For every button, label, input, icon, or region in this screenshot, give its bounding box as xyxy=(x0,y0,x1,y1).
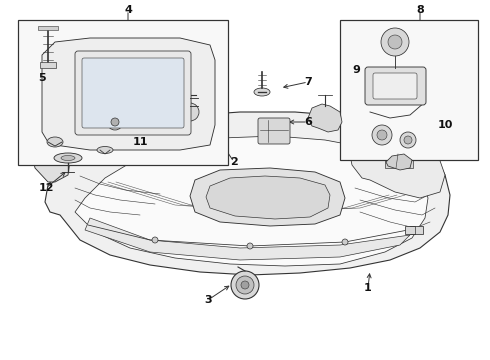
Text: 4: 4 xyxy=(124,5,132,15)
Bar xyxy=(385,154,413,168)
Circle shape xyxy=(247,243,253,249)
Circle shape xyxy=(107,114,123,130)
Bar xyxy=(40,62,56,68)
FancyBboxPatch shape xyxy=(258,118,290,144)
Polygon shape xyxy=(190,168,345,226)
Text: 1: 1 xyxy=(364,283,372,293)
Ellipse shape xyxy=(254,88,270,96)
Circle shape xyxy=(342,239,348,245)
Polygon shape xyxy=(386,154,412,170)
Circle shape xyxy=(388,35,402,49)
Polygon shape xyxy=(348,130,445,198)
Ellipse shape xyxy=(47,137,63,147)
Text: 11: 11 xyxy=(132,137,148,147)
Bar xyxy=(38,26,58,30)
Ellipse shape xyxy=(54,153,82,163)
Polygon shape xyxy=(308,104,342,132)
Text: 8: 8 xyxy=(416,5,424,15)
Circle shape xyxy=(181,103,199,121)
Polygon shape xyxy=(45,112,450,275)
FancyBboxPatch shape xyxy=(105,100,125,124)
Ellipse shape xyxy=(97,147,113,153)
Text: 7: 7 xyxy=(304,77,312,87)
Ellipse shape xyxy=(61,156,75,161)
Text: 3: 3 xyxy=(204,295,212,305)
FancyBboxPatch shape xyxy=(82,58,184,128)
Polygon shape xyxy=(42,38,215,150)
Ellipse shape xyxy=(99,97,131,107)
Polygon shape xyxy=(85,218,410,260)
Bar xyxy=(340,20,478,160)
Circle shape xyxy=(381,28,409,56)
Circle shape xyxy=(111,118,119,126)
Bar xyxy=(405,226,423,234)
Text: 6: 6 xyxy=(304,117,312,127)
Circle shape xyxy=(400,132,416,148)
Circle shape xyxy=(231,271,259,299)
Bar xyxy=(18,20,228,165)
Circle shape xyxy=(236,276,254,294)
Text: 2: 2 xyxy=(230,157,238,167)
Text: 9: 9 xyxy=(352,65,360,75)
Circle shape xyxy=(152,237,158,243)
Circle shape xyxy=(404,136,412,144)
FancyBboxPatch shape xyxy=(373,73,417,99)
Circle shape xyxy=(372,125,392,145)
Text: 12: 12 xyxy=(38,183,54,193)
Text: 10: 10 xyxy=(437,120,453,130)
Circle shape xyxy=(377,130,387,140)
Circle shape xyxy=(241,281,249,289)
FancyBboxPatch shape xyxy=(75,51,191,135)
Text: 5: 5 xyxy=(38,73,46,83)
FancyBboxPatch shape xyxy=(365,67,426,105)
Polygon shape xyxy=(75,136,428,266)
Ellipse shape xyxy=(179,102,201,108)
Polygon shape xyxy=(30,132,70,182)
Polygon shape xyxy=(206,176,330,219)
